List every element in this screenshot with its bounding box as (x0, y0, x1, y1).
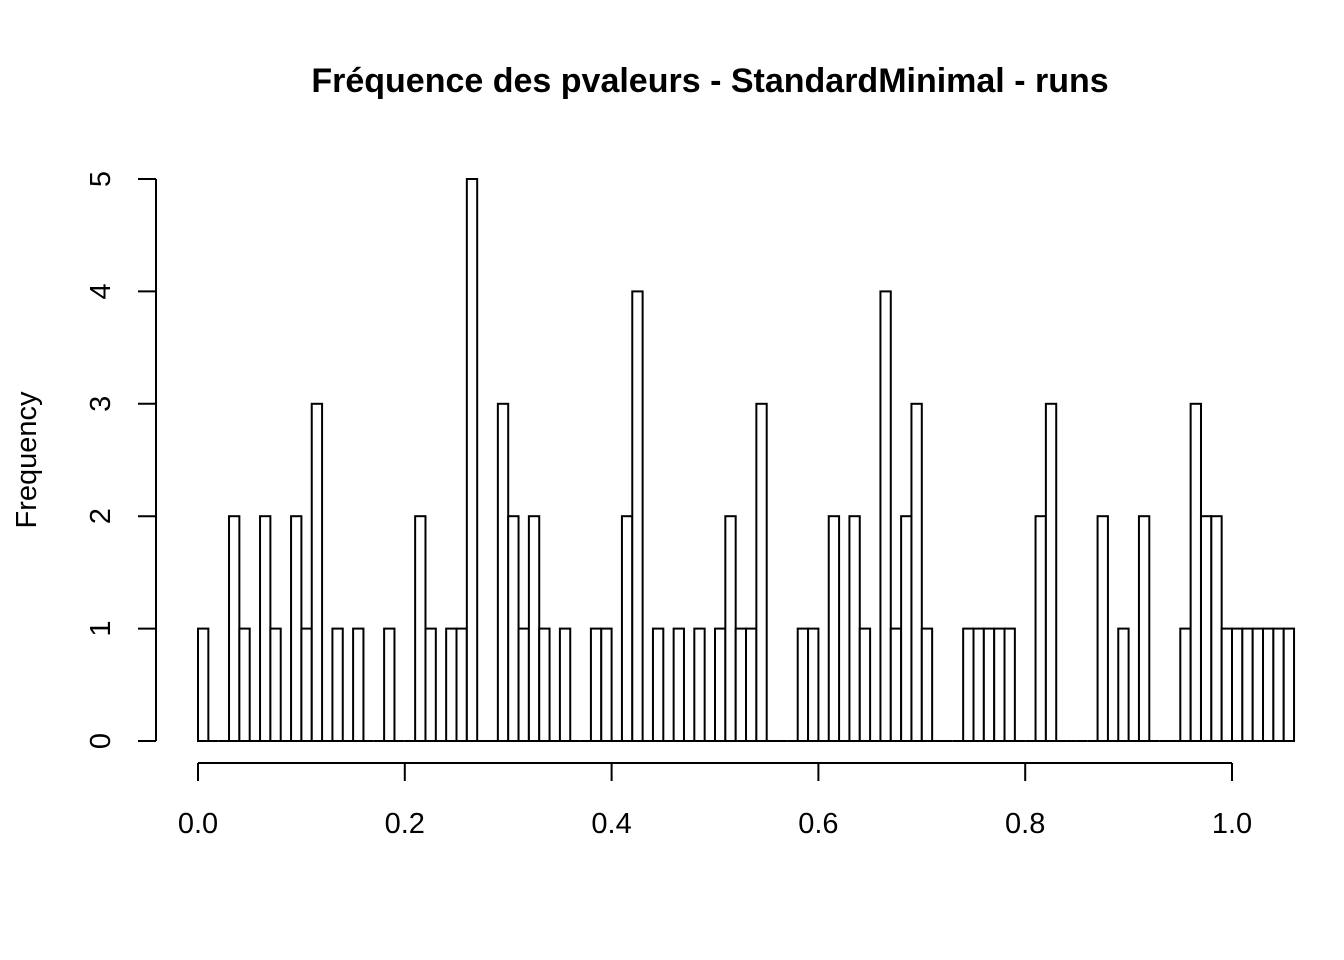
histogram-bar (1098, 516, 1108, 741)
y-tick-label: 3 (85, 396, 117, 412)
histogram-bar (1046, 404, 1056, 741)
histogram-bar (984, 629, 994, 741)
histogram-bar (798, 629, 808, 741)
histogram-bar (736, 629, 746, 741)
histogram-bar (539, 629, 549, 741)
histogram-bar (1273, 629, 1283, 741)
histogram-bar (560, 629, 570, 741)
chart-title: Fréquence des pvaleurs - StandardMinimal… (311, 62, 1108, 100)
histogram-bar (332, 629, 342, 741)
histogram-bar (829, 516, 839, 741)
bars-group (198, 179, 1294, 741)
histogram-bar (1263, 629, 1273, 741)
histogram-bar (301, 629, 311, 741)
histogram-bar (1201, 516, 1211, 741)
histogram-bar (622, 516, 632, 741)
y-tick-label: 5 (85, 171, 117, 187)
histogram-bar (601, 629, 611, 741)
histogram-bar (446, 629, 456, 741)
histogram-bar (260, 516, 270, 741)
histogram-bar (1036, 516, 1046, 741)
histogram-bar (725, 516, 735, 741)
y-axis: 0 1 2 3 4 5 (85, 171, 156, 749)
x-tick-label: 1.0 (1212, 808, 1252, 840)
x-tick-label: 0.8 (1005, 808, 1045, 840)
histogram-bar (911, 404, 921, 741)
histogram-bar (425, 629, 435, 741)
histogram-bar (963, 629, 973, 741)
histogram-bar (467, 179, 477, 741)
histogram-bar (198, 629, 208, 741)
histogram-bar (1118, 629, 1128, 741)
histogram-bar (891, 629, 901, 741)
histogram-bar (1242, 629, 1252, 741)
histogram-bar (1005, 629, 1015, 741)
histogram-bar (974, 629, 984, 741)
histogram-bar (808, 629, 818, 741)
histogram-bar (1180, 629, 1190, 741)
histogram-bar (457, 629, 467, 741)
x-tick-label: 0.4 (591, 808, 631, 840)
histogram-bar (994, 629, 1004, 741)
histogram-bar (1232, 629, 1242, 741)
histogram-bar (529, 516, 539, 741)
histogram-bar (508, 516, 518, 741)
x-tick-label: 0.6 (798, 808, 838, 840)
histogram-bar (1211, 516, 1221, 741)
histogram-bar (756, 404, 766, 741)
histogram-bar (1284, 629, 1294, 741)
histogram-bar (498, 404, 508, 741)
histogram-bar (653, 629, 663, 741)
histogram-bar (694, 629, 704, 741)
histogram-bar (270, 629, 280, 741)
histogram-bar (1139, 516, 1149, 741)
x-tick-label: 0.2 (385, 808, 425, 840)
histogram-bar (353, 629, 363, 741)
histogram-bar (1191, 404, 1201, 741)
histogram-bar (229, 516, 239, 741)
histogram-bar (849, 516, 859, 741)
histogram-bar (674, 629, 684, 741)
histogram-bar (415, 516, 425, 741)
histogram-bar (901, 516, 911, 741)
histogram-bar (591, 629, 601, 741)
histogram-bar (1253, 629, 1263, 741)
histogram-bar (632, 291, 642, 741)
histogram-bar (880, 291, 890, 741)
y-tick-label: 2 (85, 508, 117, 524)
histogram-bar (291, 516, 301, 741)
histogram-bar (746, 629, 756, 741)
x-axis: 0.0 0.2 0.4 0.6 0.8 1.0 (178, 763, 1252, 840)
x-tick-label: 0.0 (178, 808, 218, 840)
y-tick-label: 0 (85, 733, 117, 749)
y-axis-label: Frequency (11, 391, 43, 529)
histogram-bar (922, 629, 932, 741)
histogram-bar (1222, 629, 1232, 741)
histogram-bar (519, 629, 529, 741)
histogram-bar (860, 629, 870, 741)
histogram-bar (312, 404, 322, 741)
histogram-bar (715, 629, 725, 741)
histogram-bar (384, 629, 394, 741)
histogram-bar (239, 629, 249, 741)
y-tick-label: 4 (85, 283, 117, 299)
y-tick-label: 1 (85, 621, 117, 637)
